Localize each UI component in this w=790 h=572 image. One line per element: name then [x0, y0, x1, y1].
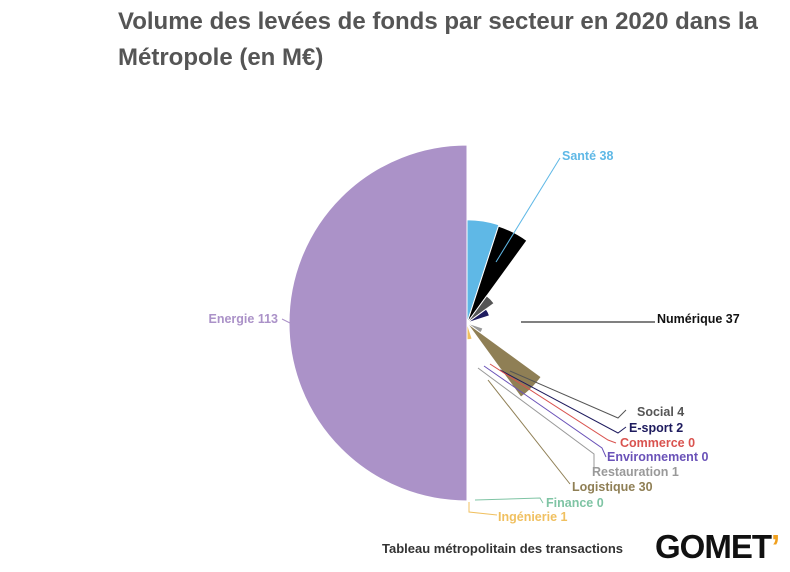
slice-label-restauration: Restauration 1 — [592, 465, 679, 479]
footer-caption: Tableau métropolitain des transactions — [382, 541, 624, 556]
leader-line-social — [509, 370, 627, 419]
leader-line-energie — [281, 318, 291, 324]
slice-label-environnement: Environnement 0 — [607, 450, 708, 464]
leader-line-environnement — [483, 365, 607, 458]
logo-mark: ’ — [771, 528, 780, 565]
slice-label-logistique: Logistique 30 — [572, 480, 653, 494]
leader-line-logistique — [487, 379, 571, 485]
leader-line-ingénierie — [468, 502, 498, 516]
slice-label-numérique: Numérique 37 — [657, 312, 740, 326]
leader-line-restauration — [477, 367, 595, 470]
gomet-logo: GOMET’ — [655, 527, 780, 567]
pie-slice-logistique — [466, 322, 542, 398]
pie-slice-social — [466, 295, 495, 324]
slice-label-energie: Energie 113 — [209, 312, 279, 326]
slice-label-ingénierie: Ingénierie 1 — [498, 510, 568, 524]
slice-label-finance: Finance 0 — [546, 496, 604, 510]
leader-line-finance — [474, 497, 544, 504]
leader-line-santé — [495, 157, 561, 263]
chart-title: Volume des levées de fonds par secteur e… — [118, 8, 758, 71]
leader-line-commerce — [489, 363, 617, 444]
pie-slice-e-sport — [466, 308, 491, 324]
pie-slice-numérique — [466, 225, 528, 324]
slice-label-commerce: Commerce 0 — [620, 436, 695, 450]
slice-label-e-sport: E-sport 2 — [629, 421, 683, 435]
slice-label-santé: Santé 38 — [562, 149, 613, 163]
logo-text: GOMET — [655, 528, 772, 565]
leader-line-e-sport — [499, 369, 627, 434]
pie-slice-energie — [288, 144, 468, 502]
slice-label-social: Social 4 — [637, 405, 684, 419]
